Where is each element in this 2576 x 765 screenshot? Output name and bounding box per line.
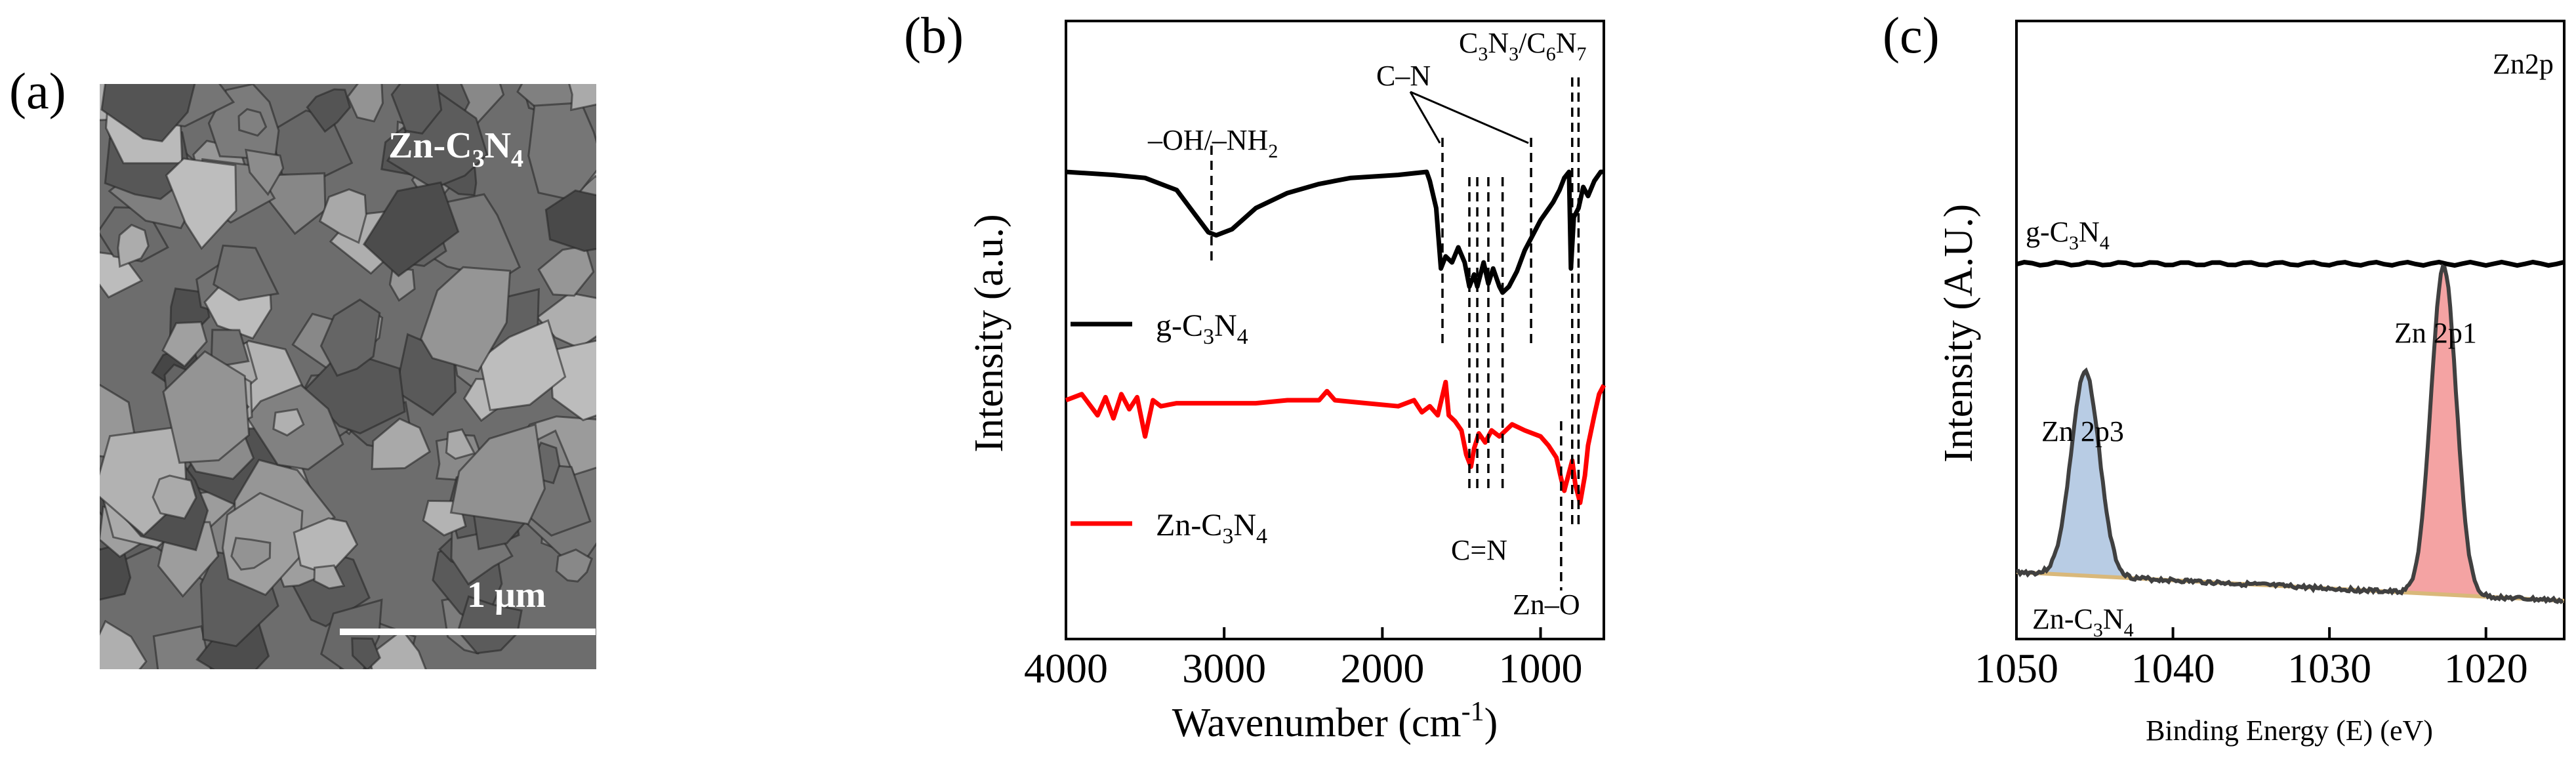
xps-peak-area [2022, 372, 2148, 579]
panel-a-label: (a) [9, 62, 66, 119]
ftir-x-tick-label: 4000 [1024, 645, 1108, 692]
sem-grain [544, 189, 596, 253]
sem-grain [568, 84, 596, 112]
sem-grain [351, 637, 381, 669]
xps-peak-area [2381, 266, 2506, 598]
ftir-legend: g-C3N4 Zn-C3N4 [1071, 308, 1267, 548]
xps-y-axis-title: Intensity (A.U.) [1936, 204, 1981, 463]
scale-bar-label: 1 μm [467, 575, 546, 615]
ftir-x-tick-label: 2000 [1340, 645, 1424, 692]
legend-label-znc3n4: Zn-C3N4 [1156, 508, 1267, 548]
ann-zn-o: Zn–O [1513, 589, 1580, 621]
xps-series-line-gc3n4 [2016, 259, 2565, 268]
xps-x-tick-label: 1050 [1974, 645, 2058, 692]
sem-sample-label: Zn-C3N4 [388, 125, 523, 173]
sem-grain [390, 84, 443, 135]
sem-grain [420, 266, 512, 373]
ftir-arrow [1409, 91, 1441, 144]
ftir-x-tick-label: 3000 [1182, 645, 1266, 692]
sem-grain [362, 181, 460, 278]
xps-label-znc3n4: Zn-C3N4 [2032, 603, 2134, 641]
ftir-arrow [1410, 91, 1529, 144]
xps-x-ticks: 1050 1040 1030 1020 [1974, 627, 2528, 692]
sem-grain [165, 157, 237, 251]
sem-grain [161, 321, 208, 368]
sem-grain [388, 266, 416, 302]
xps-x-tick-label: 1040 [2131, 645, 2215, 692]
sem-grain [319, 298, 381, 377]
sem-grain [371, 417, 431, 470]
sem-grains [100, 84, 596, 669]
xps-region-title: Zn2p [2493, 48, 2554, 80]
xps-x-axis-title: Binding Energy (E) (eV) [2146, 714, 2433, 747]
ftir-series-line [1065, 169, 1604, 295]
sem-grain [117, 224, 150, 268]
legend-label-gc3n4: g-C3N4 [1156, 308, 1248, 349]
sem-grain [245, 148, 285, 196]
sem-grain [272, 408, 305, 437]
ann-cn: C–N [1376, 60, 1431, 92]
ann-c-eq-n: C=N [1451, 534, 1507, 566]
xps-plot-frame [2015, 20, 2566, 640]
sem-grain [152, 474, 197, 520]
ftir-series-line [1065, 379, 1606, 505]
ftir-x-axis-title: Wavenumber (cm-1) [1172, 697, 1498, 745]
panel-c-label: (c) [1883, 7, 1940, 64]
sem-grain [237, 108, 268, 137]
sem-grain [313, 564, 346, 590]
sem-grain [306, 88, 352, 133]
peak-label-zn2p3: Zn 2p3 [2041, 415, 2124, 447]
sem-image: Zn-C3N4 1 μm [100, 84, 596, 669]
ftir-plot-frame [1065, 20, 1605, 640]
ftir-chart: 4000 3000 2000 1000 –OH/–NH2 C–N C3N3/C6N7 … [967, 20, 1606, 745]
sem-grain [100, 84, 196, 143]
ftir-x-tick-label: 1000 [1499, 645, 1583, 692]
xps-label-gc3n4: g-C3N4 [2026, 216, 2110, 254]
xps-peak-areas [2016, 259, 2565, 604]
ftir-y-axis-title: Intensity (a.u.) [967, 214, 1012, 452]
sem-grain [230, 537, 272, 571]
scale-bar [340, 629, 596, 635]
sem-grain [318, 188, 367, 244]
sem-grain [212, 244, 279, 301]
sem-grain [162, 350, 251, 464]
xps-x-tick-label: 1030 [2287, 645, 2371, 692]
xps-chart: 1050 1040 1030 1020 Zn2p g-C3N4 Zn-C3N4 Zn … [1936, 20, 2566, 747]
sem-grain [445, 428, 476, 460]
ann-oh-nh: –OH/–NH2 [1147, 124, 1278, 162]
sem-grain [457, 595, 523, 655]
ftir-series-lines [1065, 169, 1606, 505]
sem-grain [449, 423, 546, 526]
peak-label-zn2p1: Zn 2p1 [2394, 317, 2477, 349]
sem-grain [100, 619, 148, 669]
ann-triazine: C3N3/C6N7 [1459, 27, 1587, 65]
sem-grain [555, 548, 593, 583]
xps-series-line-znc3n4 [2016, 263, 2564, 604]
ftir-x-ticks: 4000 3000 2000 1000 [1024, 627, 1583, 692]
panel-b-label: (b) [904, 7, 964, 64]
ftir-annotations: –OH/–NH2 C–N C3N3/C6N7 C=N Zn–O [1147, 27, 1587, 621]
xps-x-tick-label: 1020 [2444, 645, 2528, 692]
sem-grain [386, 89, 489, 190]
